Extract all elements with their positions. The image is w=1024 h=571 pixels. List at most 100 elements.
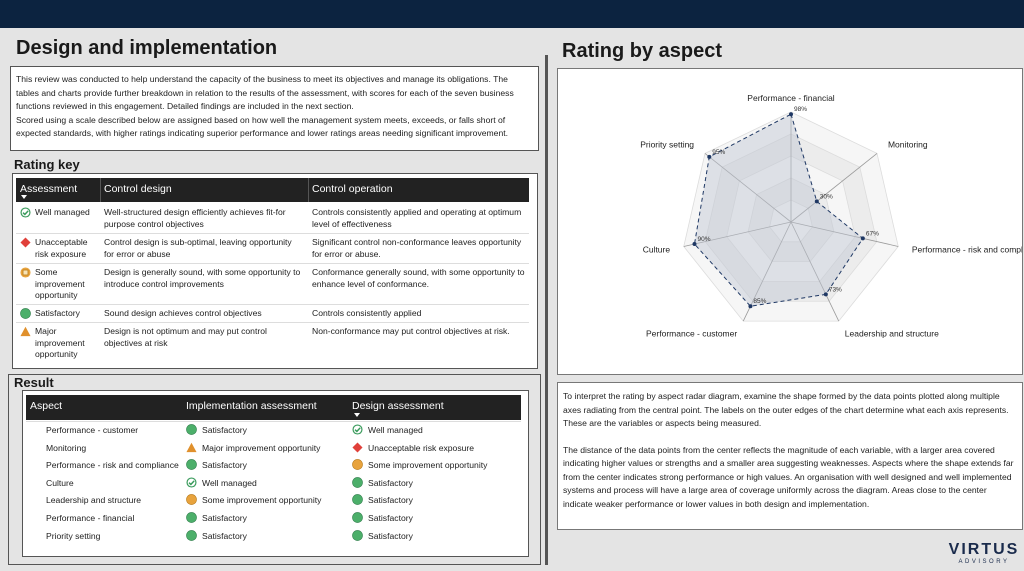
axis-line [683, 221, 792, 247]
value-label: 98% [794, 106, 807, 113]
divider [545, 55, 548, 565]
axis-label: Monitoring [888, 140, 928, 150]
status-icon-shape [352, 442, 362, 452]
status-icon [186, 530, 197, 541]
axis-label: Performance - customer [646, 329, 737, 339]
status-icon [186, 477, 197, 488]
sort-arrow [354, 413, 360, 417]
top-bar [0, 0, 1024, 28]
status-icon [352, 459, 363, 470]
table-cell: Non-conformance may put control objectiv… [312, 326, 510, 336]
axis-line [704, 153, 792, 223]
status-icon-shape [352, 424, 362, 434]
status-icon [186, 424, 197, 435]
table-cell: Satisfactory [202, 425, 247, 435]
status-icon [186, 442, 197, 453]
axis-line [790, 221, 899, 247]
column-header: Control operation [312, 183, 393, 195]
table-cell: Priority setting [46, 530, 101, 541]
status-icon-shape [352, 512, 362, 522]
status-icon-shape [20, 267, 30, 277]
column-header: Control design [104, 183, 172, 195]
table-cell: Conformance generally sound, with some o… [312, 267, 525, 289]
value-label: 30% [820, 193, 833, 200]
table-cell: Satisfactory [202, 513, 247, 523]
status-icon [186, 459, 197, 470]
rating-key-title: Rating key [14, 157, 80, 172]
right-title: Rating by aspect [562, 40, 723, 62]
table-cell: Significant control non-conformance leav… [312, 237, 522, 259]
table-cell: Well-structured design efficiently achie… [104, 207, 286, 229]
table-cell: Major improvement opportunity [202, 442, 321, 453]
value-label: 90% [697, 236, 710, 243]
status-icon [20, 326, 31, 337]
intro-box: This review was conducted to help unders… [10, 66, 539, 151]
status-icon-shape [352, 477, 362, 487]
axis-label: Culture [643, 245, 671, 255]
table-header [16, 178, 529, 202]
status-icon-shape [186, 460, 196, 470]
status-icon [352, 424, 363, 435]
value-label: 73% [829, 286, 842, 293]
status-icon [352, 442, 363, 453]
status-icon-shape [20, 327, 30, 336]
table-cell: Design is not optimum and may put contro… [104, 326, 267, 348]
rating-key-box [12, 173, 538, 369]
row-separator [16, 322, 529, 323]
radar-point [692, 242, 697, 247]
axis-label: Priority setting [640, 140, 694, 150]
table-cell: Well managed [202, 477, 257, 488]
radar-point [707, 154, 712, 159]
table-cell: Monitoring [46, 442, 87, 453]
status-icon-shape [186, 442, 196, 451]
result-table: Aspect Implementation assessment Design as… [26, 395, 521, 553]
column-header: Assessment [20, 183, 78, 195]
axis-label: Performance - risk and compliance [912, 245, 1022, 255]
status-icon-shape [20, 308, 30, 318]
status-icon [352, 477, 363, 488]
table-cell: Sound design achieves control objectives [104, 308, 262, 318]
axis-line [790, 221, 840, 322]
status-icon [352, 530, 363, 541]
table-cell: Satisfactory [35, 308, 80, 318]
radar-point [748, 304, 753, 309]
interpretation-box: To interpret the rating by aspect radar … [557, 382, 1023, 530]
table-cell: Satisfactory [368, 495, 413, 506]
intro-paragraph: This review was conducted to help unders… [16, 74, 514, 111]
table-cell: Performance - financial [46, 513, 135, 523]
table-cell: Satisfactory [202, 460, 247, 471]
table-cell: Well managed [35, 207, 90, 217]
table-cell: Culture [46, 477, 74, 488]
radar-point [814, 199, 819, 204]
axis-label: Leadership and structure [845, 329, 939, 339]
row-separator [16, 233, 529, 234]
status-icon-shape [352, 460, 362, 470]
radar-area [693, 113, 864, 307]
interpretation-paragraph: The distance of the data points from the… [563, 444, 1014, 509]
status-icon [20, 308, 31, 319]
table-cell: Well managed [368, 425, 423, 435]
sort-arrow [21, 195, 27, 199]
table-cell: Controls consistently applied and operat… [312, 207, 522, 229]
status-icon-shape [186, 477, 196, 487]
table-cell: Design is generally sound, with some opp… [104, 267, 301, 289]
table-cell: Some improvement opportunity [202, 495, 322, 506]
status-icon [20, 237, 31, 248]
rating-key-table: Assessment Control design Control operatio… [16, 178, 529, 366]
status-icon [186, 512, 197, 523]
table-cell: Satisfactory [368, 477, 413, 488]
value-label: 95% [712, 149, 725, 156]
status-icon [186, 494, 197, 505]
left-title: Design and implementation [16, 37, 278, 59]
table-cell: Satisfactory [202, 530, 247, 541]
status-icon-shape [20, 207, 30, 217]
status-icon-shape [186, 424, 196, 434]
status-icon-shape [20, 237, 30, 247]
radar-point [860, 236, 865, 241]
table-cell: Control design is sub-optimal, leaving o… [104, 237, 292, 259]
axis-label: Performance - financial [747, 93, 835, 103]
table-cell: Performance - customer [46, 425, 139, 435]
table-cell: Unacceptable risk exposure [368, 442, 475, 453]
header-divider [100, 178, 101, 202]
